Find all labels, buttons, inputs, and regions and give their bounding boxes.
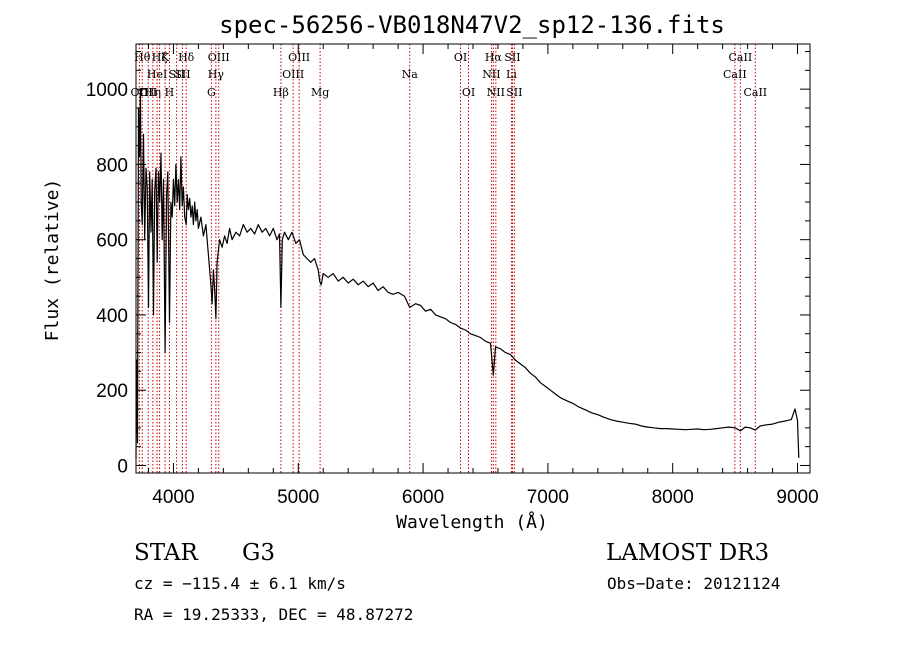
- object-subclass: G3: [242, 540, 275, 566]
- x-tick-label-9000: 9000: [776, 487, 818, 508]
- y-axis-label: Flux (relative): [42, 179, 63, 342]
- line-markers: [138, 44, 756, 473]
- line-marker-label-25: SII: [504, 51, 520, 64]
- y-tick-label-0: 0: [117, 456, 128, 477]
- line-marker-label-3: Hη: [145, 86, 161, 99]
- spectrum-series: [135, 88, 800, 458]
- y-tick-label-400: 400: [96, 306, 128, 327]
- line-marker-label-23: NII: [487, 86, 505, 99]
- line-marker-label-21: NII: [482, 68, 500, 81]
- axis-tick-labels: 4000 5000 6000 7000 8000 9000 0 200 400 600 800 100…: [86, 80, 819, 508]
- line-marker-label-29: CaII: [743, 86, 767, 99]
- line-marker-label-16: OIII: [288, 51, 310, 64]
- line-marker-label-18: Na: [402, 68, 419, 81]
- line-marker-label-15: OIII: [282, 68, 304, 81]
- spectrum-line-0: [135, 88, 800, 458]
- x-tick-label-5000: 5000: [277, 487, 319, 508]
- plot-frame: [135, 43, 811, 474]
- line-marker-label-20: OI: [462, 86, 475, 99]
- object-class: STAR: [134, 540, 198, 566]
- line-marker-label-22: Hα: [485, 51, 503, 64]
- axis-ticks: [136, 44, 810, 473]
- line-marker-label-17: Mg: [311, 86, 329, 99]
- line-marker-label-6: K: [161, 51, 170, 64]
- x-axis-label: Wavelength (Å): [396, 511, 548, 533]
- line-marker-label-11: G: [207, 86, 216, 99]
- line-marker-label-10: Hδ: [178, 51, 195, 64]
- line-marker-label-12: Hγ: [208, 68, 225, 81]
- y-tick-label-800: 800: [96, 155, 128, 176]
- line-marker-label-4: HeI: [147, 68, 167, 81]
- coordinates: RA = 19.25333, DEC = 48.87272: [134, 605, 413, 624]
- x-tick-label-6000: 6000: [402, 487, 444, 508]
- x-tick-label-4000: 4000: [152, 487, 194, 508]
- line-marker-label-1: Hθ: [134, 51, 151, 64]
- line-marker-label-14: Hβ: [273, 86, 289, 99]
- line-marker-label-26: SII: [506, 86, 522, 99]
- line-marker-labels: OIIHθOIIHηHeIHζKHSIISIIHδGHγOIIIHβOIIIOI…: [131, 51, 768, 99]
- line-marker-label-13: OIII: [208, 51, 230, 64]
- x-tick-label-7000: 7000: [527, 487, 569, 508]
- chart-title: spec-56256-VB018N47V2_sp12-136.fits: [219, 11, 725, 39]
- y-tick-label-200: 200: [96, 381, 128, 402]
- line-marker-label-7: H: [165, 86, 175, 99]
- observation-date: Obs−Date: 20121124: [607, 574, 780, 593]
- x-tick-label-8000: 8000: [652, 487, 694, 508]
- survey-name: LAMOST DR3: [606, 540, 769, 566]
- y-tick-label-600: 600: [96, 231, 128, 252]
- line-marker-label-5: Hζ: [152, 51, 168, 64]
- line-marker-label-19: OI: [454, 51, 467, 64]
- line-marker-label-9: SII: [174, 68, 190, 81]
- line-marker-label-24: Li: [506, 68, 517, 81]
- line-marker-label-8: SII: [169, 68, 185, 81]
- line-marker-label-28: CaII: [729, 51, 753, 64]
- line-marker-label-27: CaII: [723, 68, 747, 81]
- redshift-velocity: cz = −115.4 ± 6.1 km/s: [134, 574, 346, 593]
- y-tick-label-1000: 1000: [86, 80, 128, 101]
